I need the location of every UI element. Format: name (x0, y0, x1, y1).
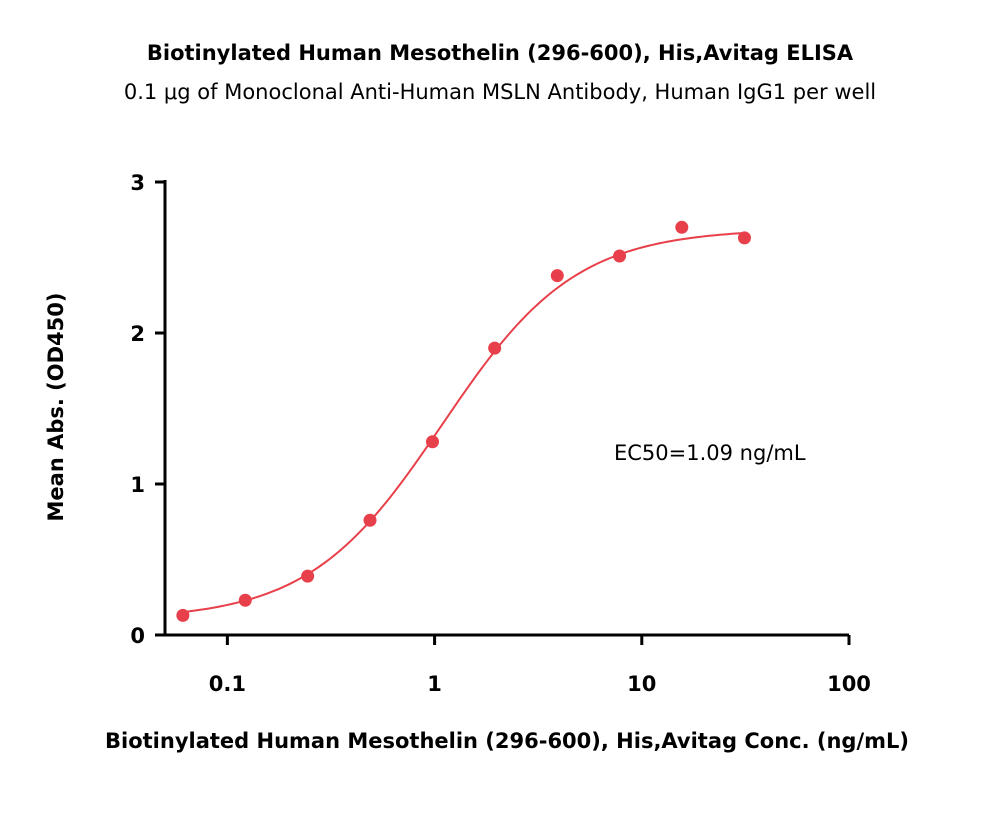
y-tick-label: 1 (130, 473, 145, 497)
data-point (488, 341, 502, 355)
data-point (301, 569, 315, 583)
y-tick-label: 2 (130, 322, 145, 346)
data-point (737, 231, 751, 245)
x-tick-label: 0.1 (209, 672, 246, 696)
chart-title: Biotinylated Human Mesothelin (296-600),… (147, 41, 854, 65)
data-point (675, 220, 689, 234)
x-tick-label: 100 (827, 672, 871, 696)
y-tick-label: 0 (130, 624, 145, 648)
x-tick-label: 1 (427, 672, 442, 696)
y-tick-label: 3 (130, 171, 145, 195)
x-axis-label: Biotinylated Human Mesothelin (296-600),… (105, 729, 909, 753)
ec50-annotation: EC50=1.09 ng/mL (614, 441, 806, 465)
data-points (176, 220, 751, 622)
chart-subtitle: 0.1 μg of Monoclonal Anti-Human MSLN Ant… (124, 80, 876, 104)
data-point (238, 593, 252, 607)
data-point (550, 269, 564, 283)
ticks: 0 1 2 3 0.1 1 10 100 (130, 171, 871, 696)
axes (163, 180, 849, 637)
x-tick-label: 10 (627, 672, 656, 696)
data-point (176, 608, 190, 622)
y-axis-label: Mean Abs. (OD450) (44, 293, 68, 522)
data-point (425, 435, 439, 449)
data-point (363, 513, 377, 527)
fit-curve (182, 231, 745, 614)
data-point (613, 249, 627, 263)
